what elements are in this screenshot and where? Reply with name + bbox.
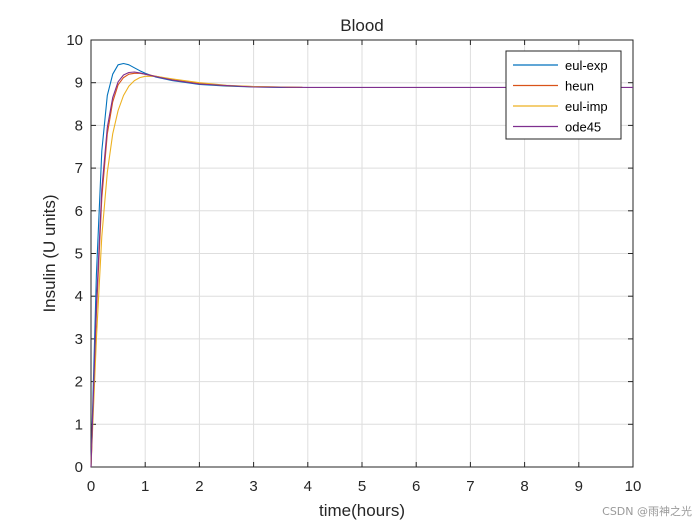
legend: eul-exp heun eul-imp ode45 xyxy=(505,50,622,140)
series-line-ode45 xyxy=(90,71,633,468)
y-tick-label: 2 xyxy=(75,374,83,391)
legend-box xyxy=(505,50,622,140)
x-tick-label: 9 xyxy=(575,478,583,495)
y-tick-label: 8 xyxy=(75,117,83,134)
legend-label-eul-exp: eul-exp xyxy=(565,58,608,73)
watermark: CSDN @雨神之光 xyxy=(602,505,692,518)
series-lines xyxy=(90,62,633,468)
x-tick-label: 0 xyxy=(87,478,95,495)
series-line-eul-exp xyxy=(90,62,303,468)
x-axis-label: time(hours) xyxy=(319,501,405,520)
x-tick-label: 2 xyxy=(195,478,203,495)
y-tick-label: 4 xyxy=(75,288,83,305)
x-tick-label: 8 xyxy=(520,478,528,495)
y-tick-label: 6 xyxy=(75,203,83,220)
x-tick-label: 6 xyxy=(412,478,420,495)
x-tick-label: 5 xyxy=(358,478,366,495)
y-tick-label: 10 xyxy=(66,32,83,49)
x-tick-label: 1 xyxy=(141,478,149,495)
x-tick-label: 10 xyxy=(625,478,642,495)
legend-label-ode45: ode45 xyxy=(565,120,601,135)
legend-label-heun: heun xyxy=(565,79,594,94)
axis-ticks: 0 1 2 3 4 5 6 7 8 9 10 0 1 2 3 4 5 6 7 8 9 10 xyxy=(66,32,641,495)
chart-title: Blood xyxy=(340,16,383,35)
series-line-heun xyxy=(90,72,303,468)
x-tick-label: 7 xyxy=(466,478,474,495)
y-tick-label: 1 xyxy=(75,416,83,433)
y-tick-label: 5 xyxy=(75,246,83,263)
x-tick-label: 4 xyxy=(304,478,312,495)
series-line-eul-imp xyxy=(90,75,303,468)
x-tick-label: 3 xyxy=(249,478,257,495)
y-tick-label: 0 xyxy=(75,459,83,476)
y-tick-label: 3 xyxy=(75,331,83,348)
y-axis-label: Insulin (U units) xyxy=(40,194,59,312)
y-tick-label: 9 xyxy=(75,75,83,92)
legend-label-eul-imp: eul-imp xyxy=(565,99,608,114)
y-tick-label: 7 xyxy=(75,160,83,177)
